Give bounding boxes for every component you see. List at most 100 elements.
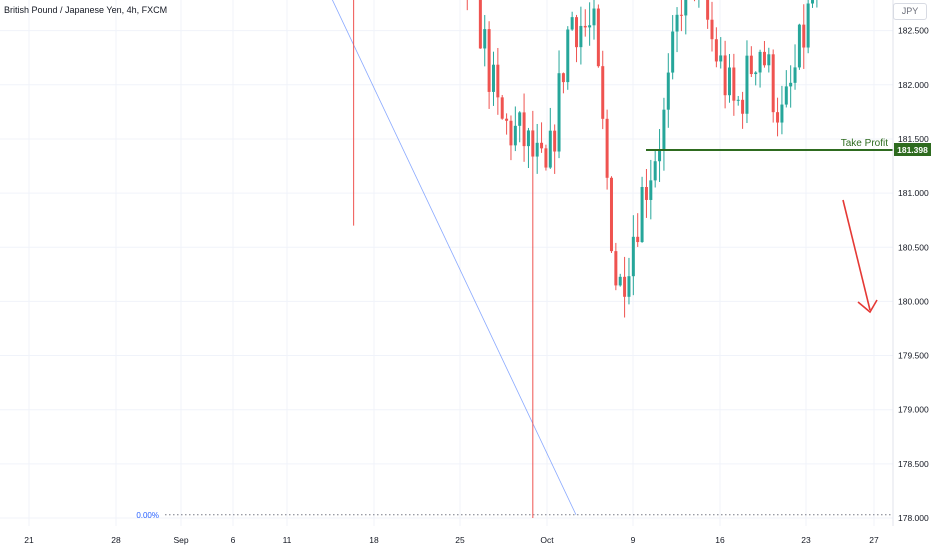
- fib-level-label: 0.00%: [136, 511, 159, 520]
- x-tick-label: 21: [24, 535, 34, 545]
- x-tick-label: Sep: [173, 535, 188, 545]
- x-tick-label: Oct: [540, 535, 554, 545]
- candle-body: [487, 29, 491, 92]
- candle-body: [631, 236, 635, 277]
- candle-body: [575, 17, 579, 48]
- candle-body: [640, 186, 644, 243]
- candle-body: [623, 276, 627, 297]
- candle-body: [614, 251, 618, 286]
- candle-body: [758, 51, 762, 73]
- candle-body: [500, 97, 504, 119]
- y-tick-label: 180.500: [898, 242, 929, 252]
- y-tick-label: 181.000: [898, 188, 929, 198]
- candle-body: [784, 86, 788, 105]
- candle-body: [684, 0, 688, 16]
- candle-body: [749, 55, 753, 75]
- candle-body: [719, 55, 723, 62]
- candle-body: [653, 161, 657, 181]
- candle-body: [797, 24, 801, 68]
- candle-body: [518, 112, 522, 126]
- candle-body: [741, 99, 745, 114]
- arrow-head: [857, 299, 878, 314]
- candles: [353, 0, 818, 518]
- candle-body: [754, 72, 758, 75]
- candle-body: [732, 67, 736, 101]
- candle-body: [793, 67, 797, 83]
- candle-body: [771, 54, 775, 113]
- candle-body: [762, 51, 766, 66]
- x-tick-label: 9: [631, 535, 636, 545]
- candle-body: [513, 125, 517, 146]
- price-axis[interactable]: 187.000186.500186.000185.500185.000184.5…: [898, 0, 929, 523]
- fib-retracement: 100.00%78.6%0.00%: [136, 0, 893, 520]
- chart-grid: [0, 0, 893, 526]
- candle-body: [776, 112, 780, 123]
- candle-body: [579, 25, 583, 48]
- candle-body: [671, 31, 675, 73]
- candle-body: [583, 25, 587, 28]
- fib-trend-line: [331, 0, 577, 515]
- x-tick-label: 25: [455, 535, 465, 545]
- candle-body: [636, 236, 640, 243]
- candle-body: [561, 73, 565, 83]
- candle-body: [505, 118, 509, 121]
- candle-body: [727, 67, 731, 96]
- candle-body: [557, 73, 561, 152]
- candle-body: [644, 186, 648, 200]
- candle-body: [723, 55, 727, 96]
- candle-body: [588, 25, 592, 28]
- candle-body: [478, 0, 482, 49]
- trade-levels: Stop Loss185.900Sell Entry184.257Take Pr…: [646, 138, 931, 156]
- candle-body: [592, 8, 596, 26]
- candle-body: [531, 130, 535, 157]
- candle-body: [553, 130, 557, 152]
- y-tick-label: 179.500: [898, 351, 929, 361]
- candle-body: [675, 14, 679, 32]
- candle-body: [509, 120, 513, 146]
- y-tick-label: 182.500: [898, 26, 929, 36]
- candle-body: [491, 64, 495, 92]
- x-tick-label: 23: [801, 535, 811, 545]
- time-axis[interactable]: 21 28 Sep 6 11 18 25 Oct 9 16 23 27: [24, 535, 879, 545]
- candle-body: [522, 112, 526, 147]
- y-tick-label: 182.000: [898, 80, 929, 90]
- y-tick-label: 178.000: [898, 513, 929, 523]
- currency-button[interactable]: JPY: [893, 3, 927, 20]
- candle-body: [605, 118, 609, 178]
- candle-body: [745, 55, 749, 114]
- arrow-shaft: [842, 199, 871, 311]
- candle-body: [548, 130, 552, 168]
- candle-body: [662, 109, 666, 151]
- candle-body: [609, 177, 613, 252]
- x-tick-label: 27: [869, 535, 879, 545]
- candle-body: [679, 14, 683, 16]
- candle-body: [601, 66, 605, 119]
- candle-body: [806, 3, 810, 48]
- chart-title: British Pound / Japanese Yen, 4h, FXCM: [4, 5, 167, 15]
- candle-body: [789, 82, 793, 87]
- y-tick-label: 181.500: [898, 134, 929, 144]
- level-name: Take Profit: [841, 138, 888, 149]
- candle-body: [496, 64, 500, 98]
- x-tick-label: 6: [231, 535, 236, 545]
- candle-body: [706, 0, 710, 20]
- candle-body: [658, 150, 662, 162]
- level-price-tag: [894, 142, 931, 156]
- candle-body: [802, 24, 806, 48]
- candle-body: [767, 54, 771, 66]
- candle-body: [540, 142, 544, 149]
- y-tick-label: 179.000: [898, 405, 929, 415]
- candle-body: [544, 148, 548, 168]
- y-tick-label: 180.000: [898, 296, 929, 306]
- candle-body: [714, 39, 718, 62]
- candle-body: [627, 276, 631, 297]
- candle-body: [570, 17, 574, 30]
- candle-body: [780, 104, 784, 123]
- candle-body: [566, 29, 570, 83]
- forecast-arrow: [842, 199, 878, 314]
- x-tick-label: 16: [715, 535, 725, 545]
- candle-body: [618, 276, 622, 286]
- level-price-label: 181.398: [897, 145, 928, 155]
- candle-body: [535, 142, 539, 157]
